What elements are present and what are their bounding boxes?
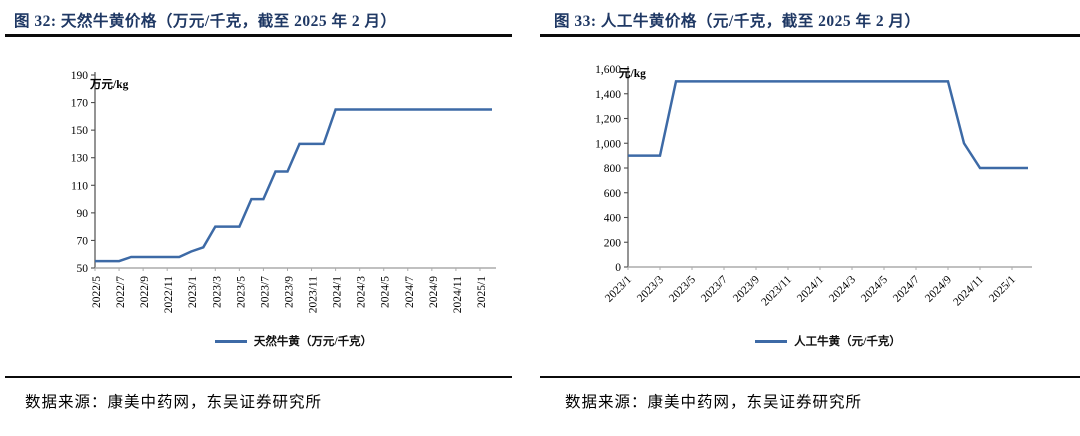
- svg-text:元/kg: 元/kg: [619, 67, 646, 80]
- svg-text:130: 130: [71, 153, 89, 165]
- svg-text:2023/5: 2023/5: [235, 276, 247, 308]
- svg-text:170: 170: [71, 98, 89, 110]
- svg-text:2024/9: 2024/9: [923, 273, 954, 304]
- svg-text:2023/1: 2023/1: [603, 273, 634, 304]
- svg-text:2024/9: 2024/9: [428, 276, 440, 308]
- svg-text:2024/3: 2024/3: [827, 273, 858, 304]
- figure-32-source-text: 数据来源：康美中药网，东吴证券研究所: [25, 394, 323, 411]
- svg-text:2025/1: 2025/1: [987, 273, 1018, 304]
- svg-text:万元/kg: 万元/kg: [89, 78, 129, 91]
- svg-text:600: 600: [604, 188, 622, 200]
- svg-text:2022/11: 2022/11: [163, 276, 175, 314]
- natural-bezoar-price-line-chart: 50 70 90 110 130 150 170 190 2022/5 2022/7 2022/9 2…: [71, 70, 496, 314]
- svg-text:800: 800: [604, 163, 622, 175]
- svg-text:2023/9: 2023/9: [731, 273, 762, 304]
- figure-33-panel: 图 33: 人工牛黄价格（元/千克，截至 2025 年 2 月） 0 200 400…: [540, 0, 1080, 436]
- svg-text:2023/7: 2023/7: [699, 273, 730, 304]
- svg-text:2022/7: 2022/7: [115, 276, 127, 308]
- svg-text:2024/11: 2024/11: [951, 273, 986, 308]
- svg-text:190: 190: [71, 70, 89, 82]
- svg-text:2024/1: 2024/1: [795, 273, 826, 304]
- svg-text:2023/3: 2023/3: [635, 273, 666, 304]
- svg-text:150: 150: [71, 125, 89, 137]
- figure-32-legend: 天然牛黄（万元/千克）: [95, 333, 492, 349]
- svg-text:400: 400: [604, 213, 622, 225]
- svg-text:1,200: 1,200: [595, 114, 621, 126]
- svg-text:2024/1: 2024/1: [332, 276, 344, 308]
- svg-text:1,600: 1,600: [595, 64, 621, 76]
- svg-text:2023/5: 2023/5: [667, 273, 698, 304]
- svg-text:90: 90: [77, 208, 89, 220]
- svg-text:200: 200: [604, 237, 622, 249]
- figure-33-legend: 人工牛黄（元/千克）: [628, 333, 1028, 349]
- svg-text:2024/5: 2024/5: [859, 273, 890, 304]
- svg-text:2023/1: 2023/1: [187, 276, 199, 308]
- svg-text:2024/11: 2024/11: [452, 276, 464, 314]
- figure-32-title: 图 32: 天然牛黄价格（万元/千克，截至 2025 年 2 月）: [14, 13, 397, 30]
- svg-text:2022/9: 2022/9: [139, 276, 151, 308]
- svg-text:2022/5: 2022/5: [91, 276, 103, 308]
- svg-text:2023/11: 2023/11: [308, 276, 320, 314]
- figure-33-title-underline: [540, 34, 1080, 37]
- legend-line-swatch: [214, 339, 247, 343]
- legend-line-swatch: [755, 339, 788, 343]
- svg-text:2024/5: 2024/5: [380, 276, 392, 308]
- svg-text:2023/11: 2023/11: [759, 273, 794, 308]
- figure-33-title: 图 33: 人工牛黄价格（元/千克，截至 2025 年 2 月）: [554, 13, 921, 30]
- svg-text:2023/3: 2023/3: [211, 276, 223, 308]
- figure-33-divider: [540, 376, 1080, 379]
- svg-text:0: 0: [615, 262, 621, 274]
- figure-32-panel: 图 32: 天然牛黄价格（万元/千克，截至 2025 年 2 月） 50 70 90…: [5, 13, 512, 411]
- svg-text:2024/3: 2024/3: [356, 276, 368, 308]
- figure-32-title-underline: [5, 34, 512, 37]
- svg-text:1,000: 1,000: [595, 138, 621, 150]
- svg-text:1,400: 1,400: [595, 89, 621, 101]
- svg-text:2025/1: 2025/1: [476, 276, 488, 308]
- svg-text:2024/7: 2024/7: [891, 273, 922, 304]
- svg-text:2023/7: 2023/7: [259, 276, 271, 308]
- svg-text:50: 50: [77, 263, 89, 275]
- legend-label: 天然牛黄（万元/千克）: [253, 336, 373, 348]
- svg-text:2023/9: 2023/9: [283, 276, 295, 308]
- svg-text:110: 110: [71, 180, 88, 192]
- svg-text:70: 70: [77, 235, 89, 247]
- figure-33-source-text: 数据来源：康美中药网，东吴证券研究所: [565, 394, 863, 411]
- figure-32-divider: [5, 376, 512, 379]
- svg-text:2024/7: 2024/7: [404, 276, 416, 308]
- legend-label: 人工牛黄（元/千克）: [794, 336, 901, 348]
